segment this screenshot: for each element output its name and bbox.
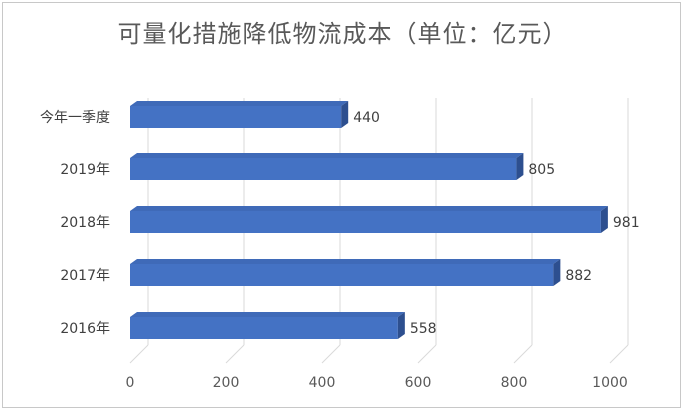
bar-top — [130, 312, 405, 317]
bar — [130, 106, 342, 128]
category-label: 2016年 — [60, 321, 110, 337]
bar — [130, 158, 517, 180]
data-label: 882 — [565, 268, 592, 284]
bars — [130, 101, 608, 339]
data-label: 981 — [613, 215, 640, 231]
bar — [130, 211, 601, 233]
data-label: 805 — [528, 162, 555, 178]
bar-end — [516, 153, 524, 180]
x-tick-label: 200 — [213, 375, 240, 391]
bar-end — [553, 259, 561, 286]
bar-top — [130, 206, 608, 211]
bar-end — [600, 206, 608, 233]
bar-end — [341, 101, 349, 128]
data-label: 558 — [410, 321, 437, 337]
x-tick-label: 400 — [309, 375, 336, 391]
category-label: 2017年 — [60, 268, 110, 284]
category-label: 今年一季度 — [40, 110, 110, 126]
floor-line — [513, 344, 533, 364]
chart-frame — [2, 2, 681, 408]
x-tick-label: 600 — [405, 375, 432, 391]
category-label: 2018年 — [60, 215, 110, 231]
floor-line — [225, 344, 245, 364]
floor-line — [321, 344, 341, 364]
data-label: 440 — [353, 110, 380, 126]
bar-end — [397, 312, 405, 339]
bar-top — [130, 153, 524, 158]
x-tick-label: 800 — [501, 375, 528, 391]
floor-line — [609, 344, 629, 364]
bar — [130, 317, 398, 339]
floor-line — [417, 344, 437, 364]
x-tick-label: 0 — [126, 375, 135, 391]
floor-line — [129, 344, 149, 364]
labels: 0 200 400 600 800 1000 440 今年一季度 805 2019年 981 2018… — [40, 110, 640, 391]
bar — [130, 264, 554, 286]
x-tick-label: 1000 — [592, 375, 628, 391]
category-label: 2019年 — [60, 162, 110, 178]
bar-top — [130, 101, 349, 106]
chart-title: 可量化措施降低物流成本（单位：亿元） — [117, 20, 568, 48]
bar-top — [130, 259, 561, 264]
